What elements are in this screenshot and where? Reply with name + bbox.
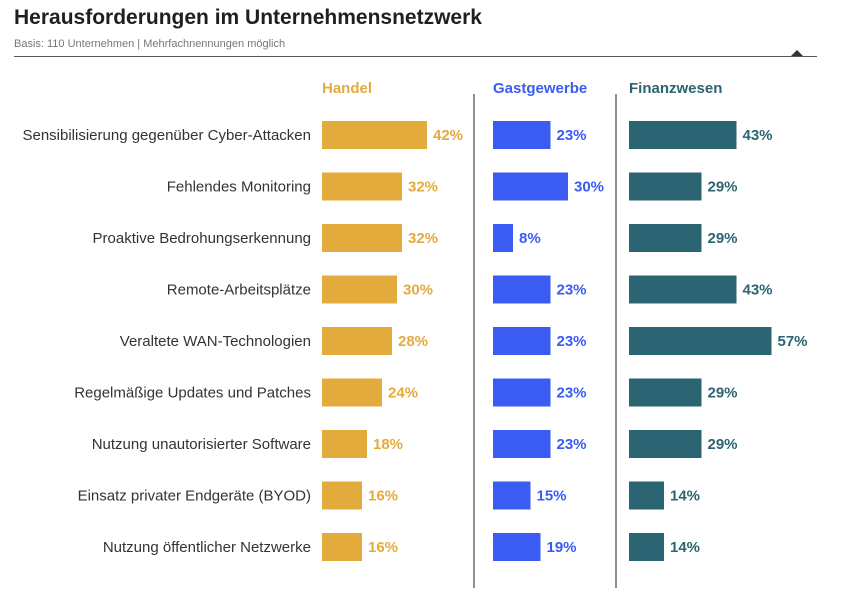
data-label: 57% xyxy=(778,333,808,350)
data-label: 23% xyxy=(557,127,587,144)
category-label: Nutzung öffentlicher Netzwerke xyxy=(103,539,311,556)
bar xyxy=(493,378,551,407)
data-label: 16% xyxy=(368,539,398,556)
data-label: 29% xyxy=(708,230,738,247)
chart-subtitle: Basis: 110 Unternehmen | Mehrfachnennung… xyxy=(14,38,286,50)
bar xyxy=(322,224,402,252)
bar xyxy=(322,121,427,149)
data-label: 14% xyxy=(670,488,700,505)
bar xyxy=(493,327,551,355)
bar xyxy=(322,172,402,201)
category-label: Remote-Arbeitsplätze xyxy=(167,282,311,299)
data-label: 43% xyxy=(743,282,773,299)
bar xyxy=(322,533,362,561)
bar xyxy=(629,533,664,561)
category-label: Sensibilisierung gegenüber Cyber-Attacke… xyxy=(22,127,311,144)
bar xyxy=(493,481,531,510)
bar xyxy=(629,481,664,510)
bar xyxy=(322,327,392,355)
data-label: 16% xyxy=(368,488,398,505)
data-label: 29% xyxy=(708,385,738,402)
bar xyxy=(493,533,541,561)
data-label: 32% xyxy=(408,230,438,247)
data-label: 32% xyxy=(408,179,438,196)
data-label: 30% xyxy=(403,282,433,299)
bar xyxy=(322,275,397,304)
bar xyxy=(322,430,367,458)
bar xyxy=(493,224,513,252)
bar xyxy=(322,378,382,407)
data-label: 29% xyxy=(708,179,738,196)
data-label: 29% xyxy=(708,436,738,453)
bar xyxy=(493,172,568,201)
series-header: Finanzwesen xyxy=(629,80,722,97)
series-header: Gastgewerbe xyxy=(493,80,587,97)
category-label: Proaktive Bedrohungserkennung xyxy=(93,230,311,247)
data-label: 18% xyxy=(373,436,403,453)
caret-up-icon xyxy=(791,50,803,56)
bar xyxy=(629,121,737,149)
category-label: Fehlendes Monitoring xyxy=(167,179,311,196)
data-label: 15% xyxy=(537,488,567,505)
data-label: 23% xyxy=(557,385,587,402)
category-label: Veraltete WAN-Technologien xyxy=(120,333,311,350)
chart-title: Herausforderungen im Unternehmensnetzwer… xyxy=(14,6,482,29)
bar xyxy=(493,430,551,458)
data-label: 23% xyxy=(557,333,587,350)
data-label: 23% xyxy=(557,282,587,299)
bar xyxy=(629,224,702,252)
data-label: 28% xyxy=(398,333,428,350)
bar xyxy=(322,481,362,510)
bar xyxy=(493,275,551,304)
bar xyxy=(493,121,551,149)
bar xyxy=(629,172,702,201)
category-label: Einsatz privater Endgeräte (BYOD) xyxy=(78,488,311,505)
data-label: 30% xyxy=(574,179,604,196)
bar xyxy=(629,378,702,407)
data-label: 8% xyxy=(519,230,541,247)
data-label: 23% xyxy=(557,436,587,453)
data-label: 42% xyxy=(433,127,463,144)
bar xyxy=(629,327,772,355)
series-header: Handel xyxy=(322,80,372,97)
category-label: Nutzung unautorisierter Software xyxy=(92,436,311,453)
data-label: 14% xyxy=(670,539,700,556)
data-label: 43% xyxy=(743,127,773,144)
bar xyxy=(629,275,737,304)
category-label: Regelmäßige Updates und Patches xyxy=(74,385,311,402)
data-label: 24% xyxy=(388,385,418,402)
title-divider xyxy=(14,56,817,57)
bar xyxy=(629,430,702,458)
data-label: 19% xyxy=(547,539,577,556)
